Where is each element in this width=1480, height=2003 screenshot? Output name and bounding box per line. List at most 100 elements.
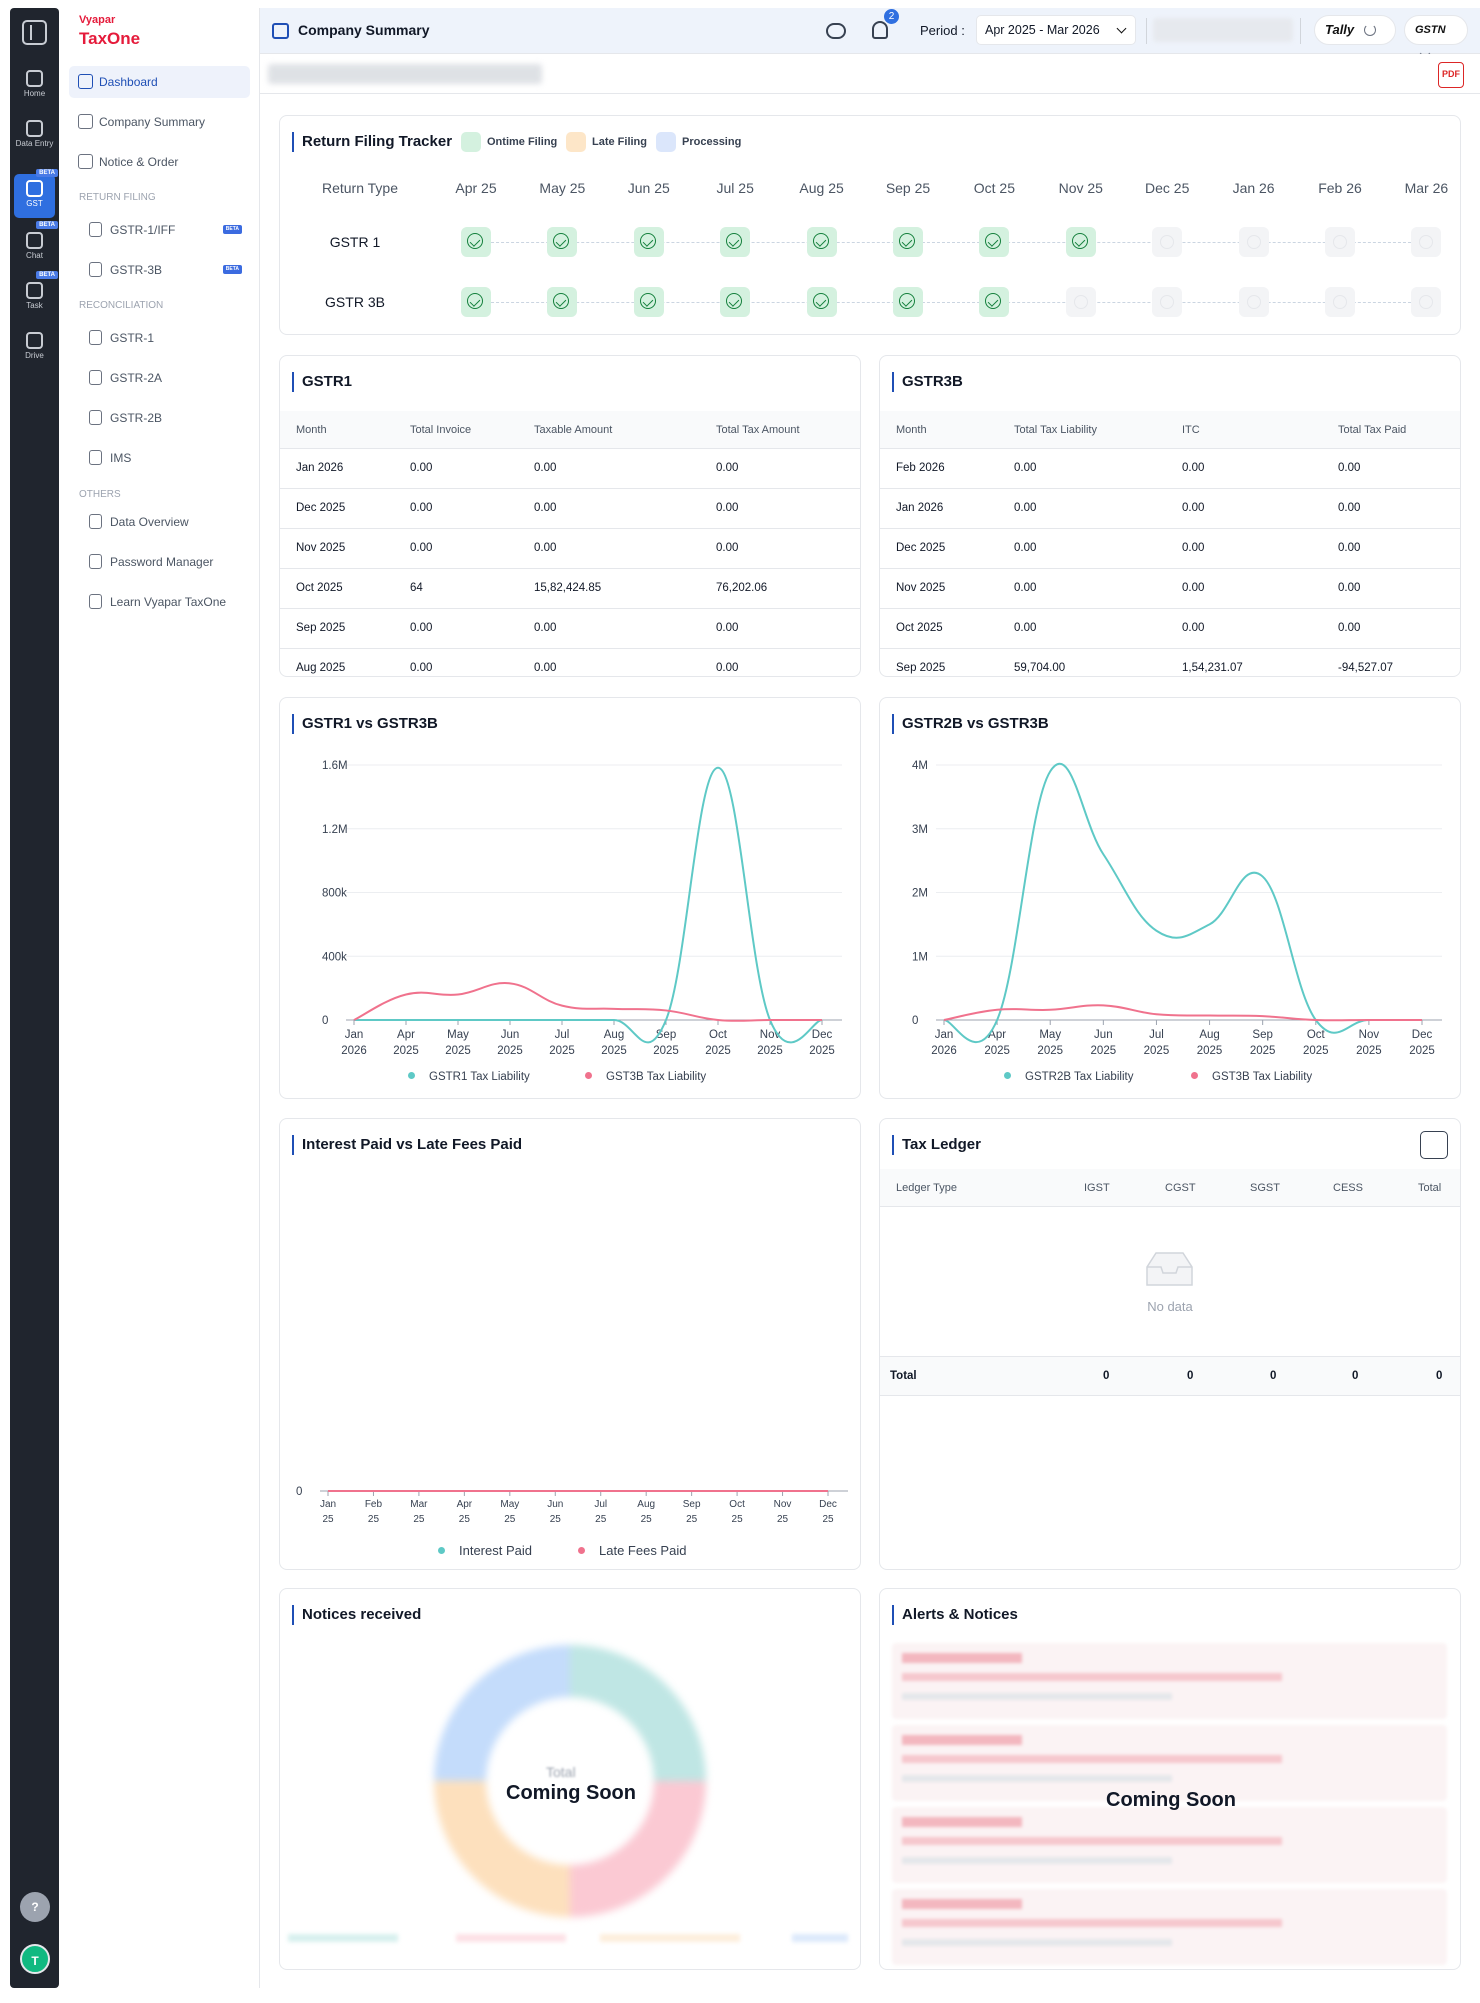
beta-badge: BETA bbox=[36, 271, 58, 279]
total-label: Total bbox=[890, 1370, 917, 1382]
rail-home[interactable]: Home bbox=[10, 64, 59, 114]
period-select[interactable]: Apr 2025 - Mar 2026 bbox=[976, 15, 1136, 45]
table-cell: Aug 2025 bbox=[296, 662, 346, 674]
empty-inbox-icon bbox=[1146, 1252, 1193, 1286]
pending-status-icon[interactable] bbox=[1065, 287, 1096, 317]
rail-chat[interactable]: BETA Chat bbox=[10, 221, 59, 276]
pending-status-icon[interactable] bbox=[1325, 227, 1355, 257]
legend-series-0: GSTR2B Tax Liability bbox=[1004, 1071, 1133, 1083]
x-tick-label: May 2025 bbox=[1037, 1029, 1063, 1057]
nav-company-summary[interactable]: Company Summary bbox=[69, 106, 250, 138]
line-chart: 0 400k 800k 1.2M 1.6M Jan 2026 Apr 2025 May 2025 Ju… bbox=[322, 760, 842, 1057]
check-circle-icon bbox=[461, 132, 481, 152]
filed-check-icon[interactable] bbox=[893, 287, 923, 317]
pending-status-icon[interactable] bbox=[1411, 227, 1442, 257]
x-tick-label: Jun 25 bbox=[547, 1499, 563, 1525]
nav-gstr2a[interactable]: GSTR-2A bbox=[69, 362, 250, 394]
filed-check-icon[interactable] bbox=[1065, 227, 1096, 257]
tracker-connector bbox=[476, 242, 1427, 243]
pending-status-icon[interactable] bbox=[1325, 287, 1355, 317]
gstn-sync-button[interactable]: GSTN bbox=[1404, 15, 1468, 63]
cloud-download-icon[interactable] bbox=[826, 23, 846, 39]
help-button[interactable]: ? bbox=[20, 1892, 50, 1922]
nav-dashboard[interactable]: Dashboard bbox=[69, 66, 250, 98]
filed-check-icon[interactable] bbox=[893, 227, 923, 257]
y-tick-label: 1.2M bbox=[322, 824, 348, 836]
nav-password-manager[interactable]: Password Manager bbox=[69, 546, 250, 578]
collapse-sidebar-icon[interactable] bbox=[22, 20, 47, 45]
table-header: Month Total Tax Liability ITC Total Tax … bbox=[880, 411, 1460, 449]
x-tick-label: Jun 2025 bbox=[497, 1029, 523, 1057]
rail-data-entry[interactable]: Data Entry bbox=[10, 114, 59, 164]
total-total: 0 bbox=[1436, 1370, 1443, 1382]
interest-vs-late-fees-chart: Interest Paid vs Late Fees Paid 0 Jan 25 Fe… bbox=[279, 1118, 861, 1570]
company-select[interactable] bbox=[1153, 18, 1293, 42]
table-cell: 0.00 bbox=[1338, 582, 1361, 594]
filed-check-icon[interactable] bbox=[633, 227, 664, 257]
filed-check-icon[interactable] bbox=[633, 287, 664, 317]
logo-bottom: TaxOne bbox=[79, 29, 141, 48]
table-cell: 64 bbox=[410, 582, 423, 594]
table-row: Sep 2025 59,704.00 1,54,231.07 -94,527.07 bbox=[880, 649, 1460, 676]
donut-center-label: Total bbox=[546, 1764, 576, 1780]
pending-status-icon[interactable] bbox=[1411, 287, 1442, 317]
nav-gstr1[interactable]: GSTR-1 bbox=[69, 322, 250, 354]
nav-ims[interactable]: IMS bbox=[69, 442, 250, 474]
table-cell: 0.00 bbox=[716, 542, 739, 554]
y-tick-label: 1.6M bbox=[322, 760, 348, 772]
user-avatar[interactable]: T bbox=[20, 1944, 50, 1974]
home-icon bbox=[26, 70, 43, 87]
col-itc: ITC bbox=[1182, 424, 1200, 436]
pending-status-icon[interactable] bbox=[1238, 287, 1269, 317]
x-tick-label: Jul 2025 bbox=[1144, 1029, 1170, 1057]
pending-status-icon[interactable] bbox=[1152, 287, 1183, 317]
rail-gst[interactable]: BETA GST bbox=[10, 169, 59, 224]
download-icon[interactable] bbox=[1420, 1131, 1448, 1159]
pdf-export-icon[interactable]: PDF bbox=[1438, 62, 1464, 88]
table-cell: 0.00 bbox=[1014, 622, 1037, 634]
col-sgst: SGST bbox=[1250, 1182, 1280, 1194]
legend-dot bbox=[585, 1072, 592, 1079]
pending-status-icon[interactable] bbox=[1238, 227, 1269, 257]
nav-learn[interactable]: Learn Vyapar TaxOne bbox=[69, 586, 250, 618]
processing-icon bbox=[656, 132, 676, 152]
table-cell: 0.00 bbox=[1182, 462, 1205, 474]
table-row: Aug 2025 0.00 0.00 0.00 bbox=[280, 649, 860, 676]
filed-check-icon[interactable] bbox=[979, 227, 1010, 257]
x-tick-label: Sep 25 bbox=[683, 1499, 701, 1525]
alert-item-blurred bbox=[892, 1807, 1447, 1883]
filed-check-icon[interactable] bbox=[806, 287, 837, 317]
nav-gstr1-iff[interactable]: GSTR-1/IFF BETA bbox=[69, 214, 250, 246]
table-cell: 1,54,231.07 bbox=[1182, 662, 1243, 674]
filed-check-icon[interactable] bbox=[720, 227, 751, 257]
filed-check-icon[interactable] bbox=[547, 227, 578, 257]
table-cell: 0.00 bbox=[1014, 502, 1037, 514]
x-tick-label: Apr 25 bbox=[457, 1499, 473, 1525]
bell-icon[interactable] bbox=[872, 21, 888, 39]
rail-task[interactable]: BETA Task bbox=[10, 271, 59, 326]
x-tick-label: Oct 25 bbox=[729, 1499, 745, 1525]
filed-check-icon[interactable] bbox=[461, 287, 491, 317]
x-tick-label: Apr 2025 bbox=[393, 1029, 419, 1057]
tally-sync-button[interactable]: Tally bbox=[1314, 15, 1396, 45]
nav-data-overview[interactable]: Data Overview bbox=[69, 506, 250, 538]
filed-check-icon[interactable] bbox=[461, 227, 491, 257]
x-tick-label: Apr 2025 bbox=[984, 1029, 1010, 1057]
y-tick-label: 3M bbox=[912, 824, 928, 836]
pending-status-icon[interactable] bbox=[1152, 227, 1183, 257]
rail-drive[interactable]: Drive bbox=[10, 326, 59, 376]
legend-series-1: GST3B Tax Liability bbox=[1191, 1071, 1312, 1083]
filed-check-icon[interactable] bbox=[806, 227, 837, 257]
card-title: Tax Ledger bbox=[892, 1135, 981, 1155]
filed-check-icon[interactable] bbox=[547, 287, 578, 317]
y-tick-label: 4M bbox=[912, 760, 928, 772]
tracker-month-2: Jun 25 bbox=[627, 180, 670, 196]
nav-gstr2b[interactable]: GSTR-2B bbox=[69, 402, 250, 434]
nav-notice-order[interactable]: Notice & Order bbox=[69, 146, 250, 178]
filed-check-icon[interactable] bbox=[979, 287, 1010, 317]
nav-gstr3b[interactable]: GSTR-3B BETA bbox=[69, 254, 250, 286]
gst-icon bbox=[26, 180, 43, 197]
filed-check-icon[interactable] bbox=[720, 287, 751, 317]
x-tick-label: Jan 25 bbox=[320, 1499, 336, 1525]
period-label: Period : bbox=[920, 23, 965, 38]
